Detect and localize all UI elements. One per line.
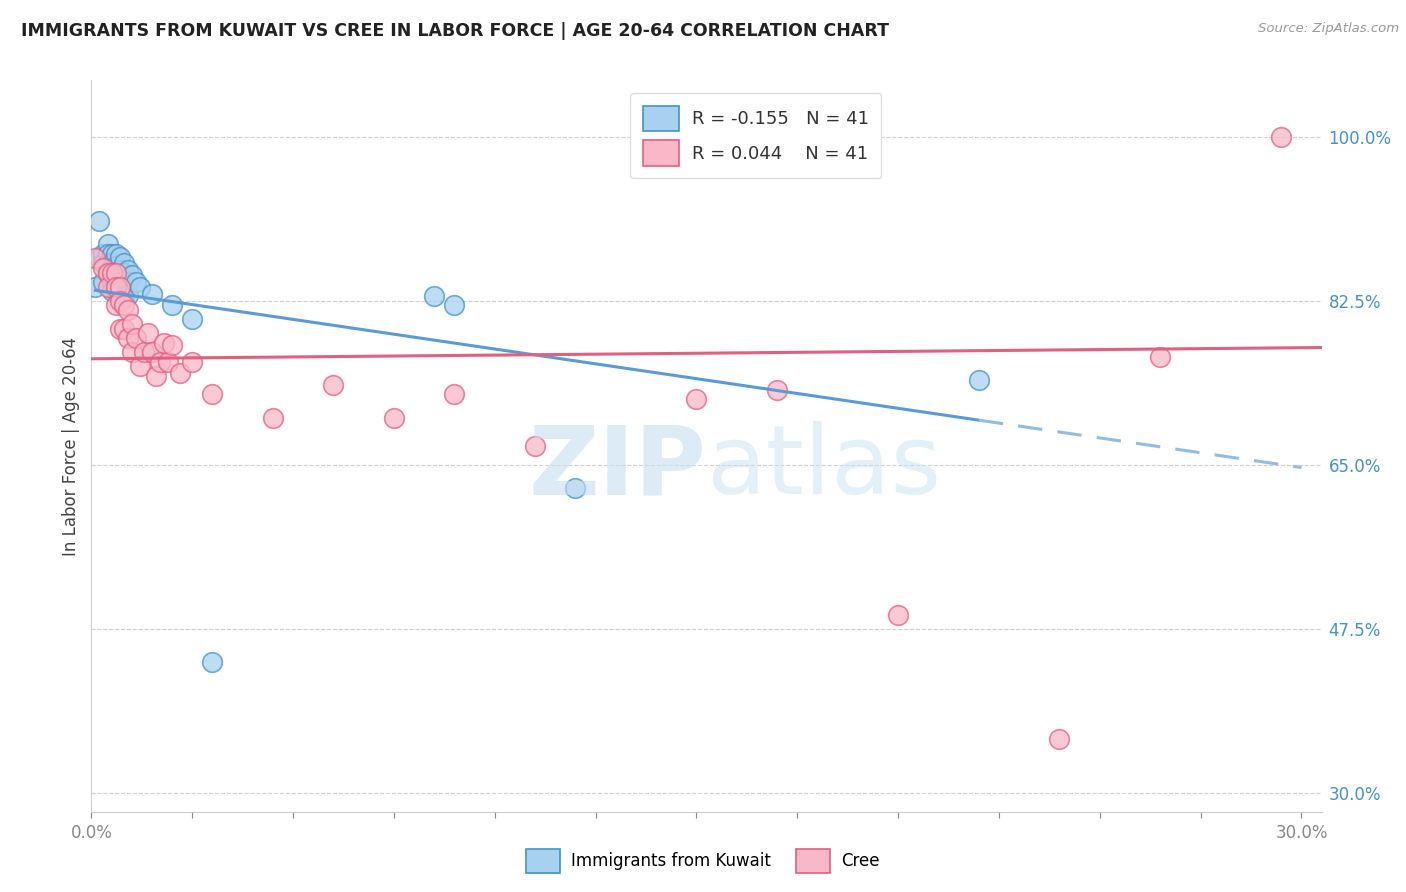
Point [100, 256, 122, 270]
Point [322, 378, 344, 392]
Point [967, 373, 990, 387]
Point [181, 312, 204, 326]
Point [201, 387, 224, 401]
Text: Source: ZipAtlas.com: Source: ZipAtlas.com [1258, 22, 1399, 36]
Point [108, 293, 131, 308]
Legend: R = -0.155   N = 41, R = 0.044    N = 41: R = -0.155 N = 41, R = 0.044 N = 41 [630, 93, 882, 178]
Point [84, 252, 107, 266]
Point [132, 345, 155, 359]
Y-axis label: In Labor Force | Age 20-64: In Labor Force | Age 20-64 [62, 336, 80, 556]
Point [117, 275, 139, 289]
Point [96, 256, 118, 270]
Point [887, 607, 910, 622]
Point [93, 275, 115, 289]
Point [443, 298, 465, 312]
Point [157, 354, 180, 368]
Point [112, 298, 135, 312]
Point [108, 275, 131, 289]
Point [104, 298, 127, 312]
Point [96, 246, 118, 260]
Point [145, 368, 167, 383]
Point [117, 331, 139, 345]
Point [104, 246, 127, 260]
Point [128, 279, 150, 293]
Point [100, 266, 122, 280]
Point [128, 359, 150, 374]
Point [160, 337, 183, 351]
Point [104, 279, 127, 293]
Point [382, 410, 405, 425]
Point [100, 275, 122, 289]
Point [149, 354, 172, 368]
Point [201, 655, 224, 669]
Point [262, 410, 284, 425]
Point [108, 262, 131, 277]
Point [100, 246, 122, 260]
Point [93, 256, 115, 270]
Point [443, 387, 465, 401]
Point [89, 252, 111, 266]
Point [96, 266, 118, 280]
Text: IMMIGRANTS FROM KUWAIT VS CREE IN LABOR FORCE | AGE 20-64 CORRELATION CHART: IMMIGRANTS FROM KUWAIT VS CREE IN LABOR … [21, 22, 889, 40]
Point [112, 256, 135, 270]
Point [1270, 129, 1292, 144]
Point [108, 250, 131, 264]
Point [136, 326, 159, 341]
Point [125, 275, 148, 289]
Point [104, 285, 127, 299]
Point [160, 298, 183, 312]
Point [100, 266, 122, 280]
Text: ZIP: ZIP [529, 421, 706, 515]
Point [93, 260, 115, 275]
Point [121, 268, 143, 283]
Point [104, 266, 127, 280]
Point [112, 322, 135, 336]
Point [153, 335, 176, 350]
Point [524, 439, 547, 453]
Point [117, 288, 139, 302]
Point [96, 237, 118, 252]
Point [1049, 731, 1071, 746]
Point [141, 345, 163, 359]
Point [104, 268, 127, 283]
Point [112, 266, 135, 280]
Point [1149, 350, 1171, 364]
Point [121, 317, 143, 331]
Point [96, 266, 118, 280]
Point [108, 322, 131, 336]
Point [89, 214, 111, 228]
Point [93, 246, 115, 260]
Point [108, 288, 131, 302]
Point [125, 331, 148, 345]
Point [96, 279, 118, 293]
Text: atlas: atlas [706, 421, 942, 515]
Point [117, 303, 139, 318]
Point [100, 285, 122, 299]
Point [112, 279, 135, 293]
Point [112, 291, 135, 305]
Point [141, 287, 163, 301]
Point [169, 366, 191, 380]
Point [84, 279, 107, 293]
Point [685, 392, 707, 406]
Point [104, 259, 127, 273]
Point [181, 354, 204, 368]
Point [121, 345, 143, 359]
Point [108, 279, 131, 293]
Legend: Immigrants from Kuwait, Cree: Immigrants from Kuwait, Cree [520, 842, 886, 880]
Point [564, 481, 586, 495]
Point [423, 289, 446, 303]
Point [766, 383, 789, 397]
Point [117, 262, 139, 277]
